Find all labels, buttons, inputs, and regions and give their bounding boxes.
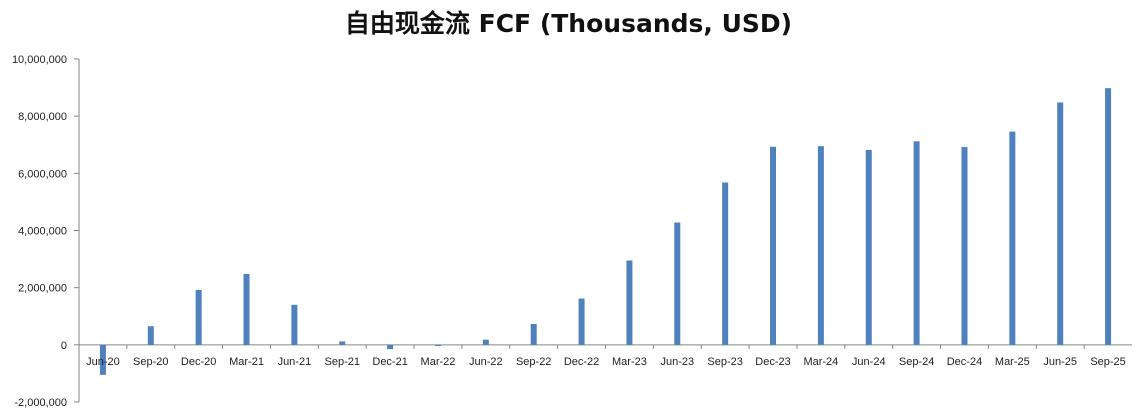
y-tick-label: 2,000,000 [18, 283, 67, 295]
x-tick-label: Mar-25 [995, 356, 1030, 368]
y-tick-label: 8,000,000 [18, 111, 67, 123]
bar-sep-24 [913, 141, 920, 345]
x-tick-label: Jun-25 [1043, 356, 1077, 368]
bar-series [99, 88, 1112, 375]
x-tick-label: Jun-21 [278, 356, 312, 368]
bar-sep-21 [339, 341, 346, 345]
bar-mar-22 [434, 344, 441, 346]
y-tick-label: -2,000,000 [14, 397, 67, 409]
x-axis: Jun-20 Sep-20 Dec-20 Mar-21 Jun-21 Sep-21 Dec-… [78, 344, 1126, 368]
bar-sep-22 [530, 323, 537, 345]
bar-mar-24 [817, 146, 824, 345]
x-tick-label: Dec-20 [181, 356, 216, 368]
bar-mar-21 [243, 273, 250, 345]
x-tick-label: Jun-22 [469, 356, 503, 368]
bar-jun-21 [291, 304, 298, 345]
bar-mar-23 [626, 260, 633, 345]
bar-mar-25 [1009, 131, 1016, 345]
x-tick-label: Dec-21 [372, 356, 407, 368]
bar-dec-23 [770, 146, 777, 345]
bar-jun-23 [674, 222, 681, 345]
bar-jun-20 [99, 344, 106, 375]
y-tick-label: 4,000,000 [18, 226, 67, 238]
bar-dec-21 [387, 344, 394, 350]
x-tick-label: Sep-25 [1090, 356, 1125, 368]
bar-jun-24 [865, 149, 872, 345]
x-tick-label: Dec-24 [947, 356, 982, 368]
x-tick-label: Sep-22 [516, 356, 551, 368]
x-tick-label: Sep-24 [899, 356, 934, 368]
x-tick-label: Sep-20 [133, 356, 168, 368]
bar-jun-25 [1057, 102, 1064, 345]
x-tick-label: Mar-22 [421, 356, 456, 368]
y-axis: -2,000,000 0 2,000,000 4,000,000 6,000,000 8,… [12, 54, 79, 409]
bar-jun-22 [482, 339, 489, 345]
bar-dec-24 [961, 147, 968, 345]
x-tick-label: Sep-23 [707, 356, 742, 368]
x-tick-label: Sep-21 [325, 356, 360, 368]
bar-sep-25 [1105, 88, 1112, 345]
y-tick-label: 0 [61, 340, 67, 352]
bar-dec-20 [195, 289, 202, 345]
y-tick-label: 6,000,000 [18, 168, 67, 180]
y-tick-label: 10,000,000 [12, 54, 67, 66]
x-tick-label: Mar-21 [229, 356, 264, 368]
x-tick-label: Dec-22 [564, 356, 599, 368]
x-tick-label: Jun-23 [660, 356, 694, 368]
x-tick-label: Jun-20 [86, 356, 120, 368]
x-tick-label: Mar-24 [803, 356, 838, 368]
bar-dec-22 [578, 298, 585, 345]
chart-title: 自由现金流 FCF (Thousands, USD) [344, 9, 793, 38]
x-tick-label: Mar-23 [612, 356, 647, 368]
bar-sep-20 [147, 326, 154, 345]
x-tick-label: Dec-23 [755, 356, 790, 368]
bar-sep-23 [722, 182, 729, 345]
x-tick-label: Jun-24 [852, 356, 886, 368]
